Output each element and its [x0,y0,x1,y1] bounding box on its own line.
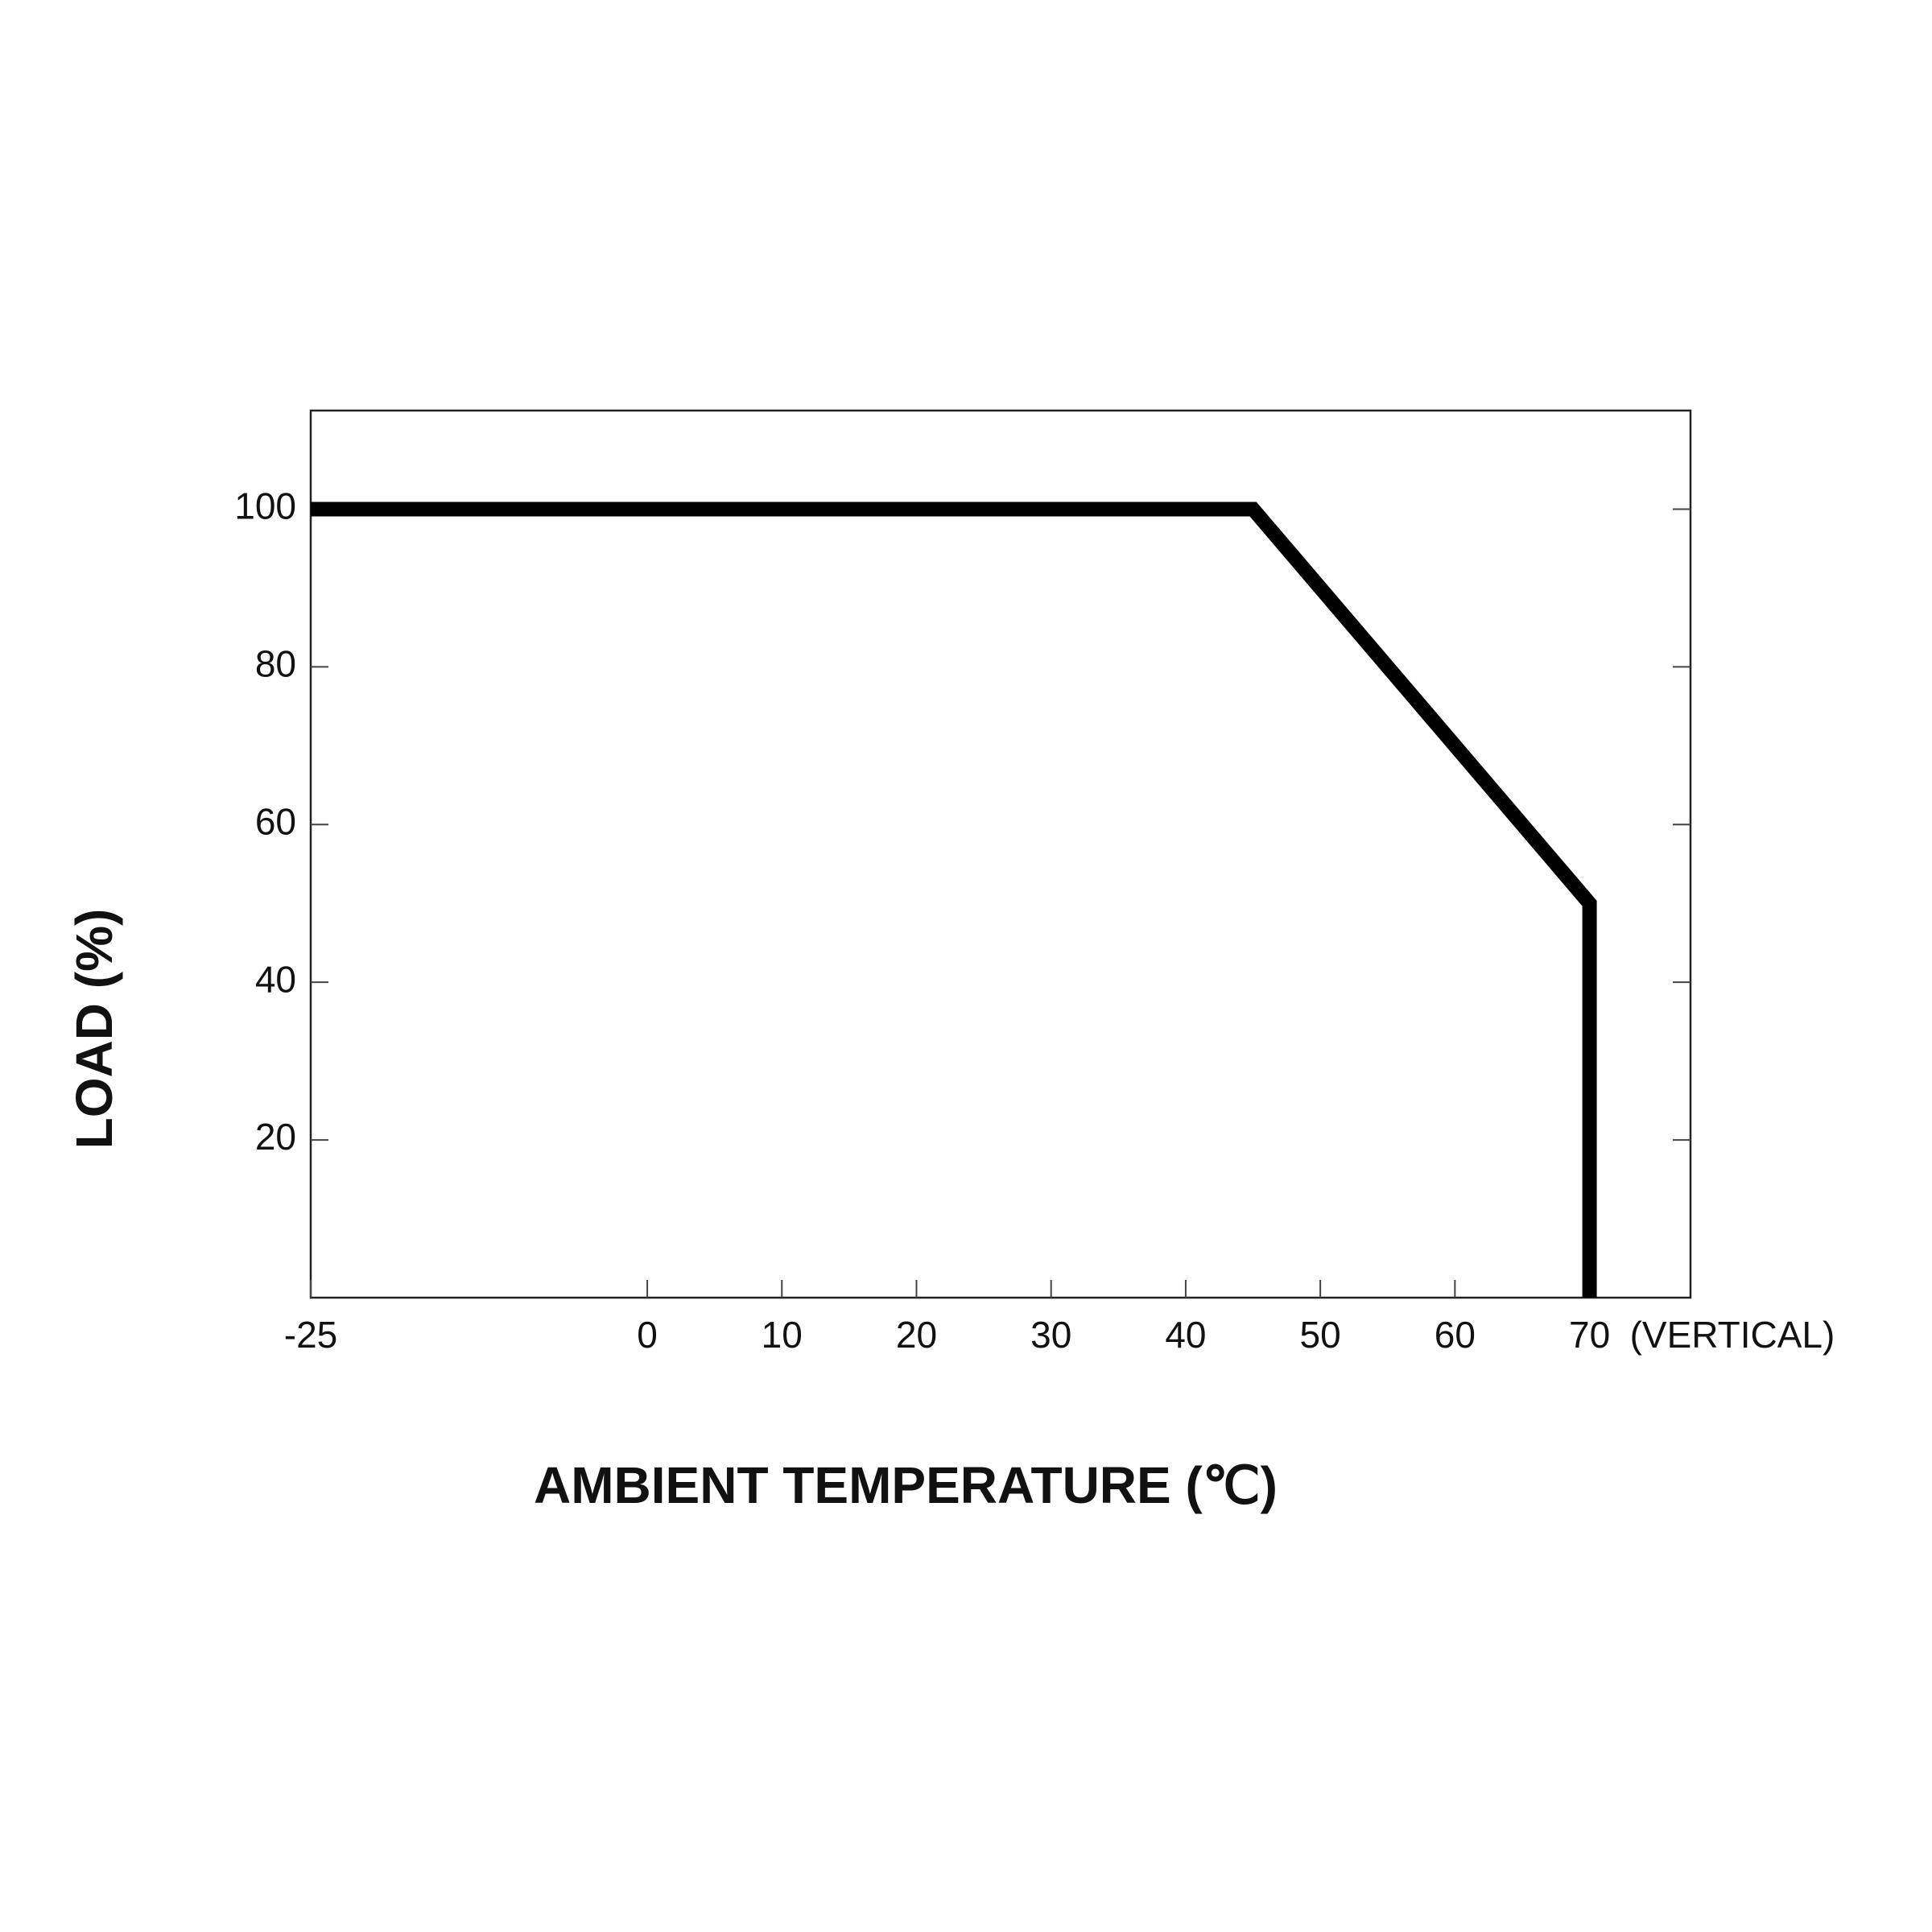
plot-frame [309,409,1692,1299]
x-tick-label: 40 [1165,1314,1206,1356]
x-tick-label: 10 [762,1314,803,1356]
x-tick-label: 0 [637,1314,658,1356]
x-tick-label: 30 [1030,1314,1071,1356]
x-tick-label: 70 [1569,1314,1610,1356]
y-tick-label: 60 [255,800,296,842]
y-tick-label: 20 [255,1116,296,1158]
x-tick-label: 50 [1300,1314,1341,1356]
y-axis-title: LOAD (%) [65,909,123,1150]
x-tick-label: -25 [284,1314,337,1356]
annotation: (VERTICAL) [1630,1314,1835,1356]
x-tick-label: 20 [896,1314,937,1356]
y-tick-label: 80 [255,643,296,685]
y-tick-label: 40 [255,958,296,1000]
y-tick-label: 100 [234,485,296,527]
data-line [311,502,1597,1298]
x-tick-label: 60 [1435,1314,1476,1356]
x-axis-title: AMBIENT TEMPERATURE (℃) [534,1456,1278,1514]
